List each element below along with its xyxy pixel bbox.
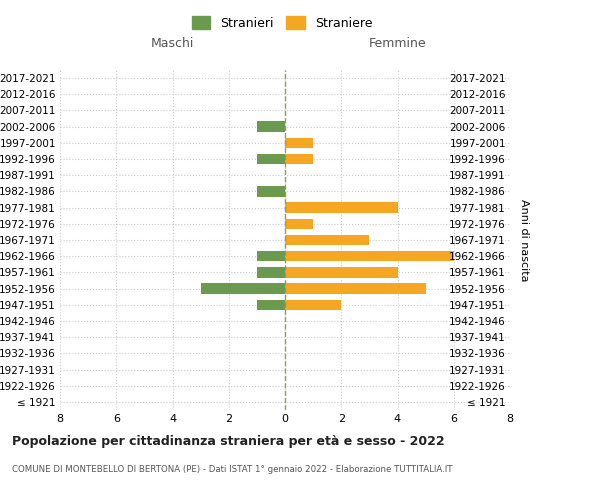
Legend: Stranieri, Straniere: Stranieri, Straniere <box>187 11 377 35</box>
Bar <box>257 154 285 164</box>
Bar <box>285 234 370 246</box>
Bar <box>285 267 398 278</box>
Bar <box>285 138 313 148</box>
Bar <box>200 284 285 294</box>
Bar <box>257 186 285 196</box>
Bar <box>285 284 425 294</box>
Bar <box>285 154 313 164</box>
Bar <box>285 251 454 262</box>
Text: COMUNE DI MONTEBELLO DI BERTONA (PE) - Dati ISTAT 1° gennaio 2022 - Elaborazione: COMUNE DI MONTEBELLO DI BERTONA (PE) - D… <box>12 465 452 474</box>
Text: Femmine: Femmine <box>368 37 427 50</box>
Bar <box>285 218 313 229</box>
Bar <box>257 267 285 278</box>
Bar <box>257 300 285 310</box>
Bar <box>257 122 285 132</box>
Text: Maschi: Maschi <box>151 37 194 50</box>
Bar <box>257 251 285 262</box>
Y-axis label: Anni di nascita: Anni di nascita <box>520 198 529 281</box>
Bar <box>285 202 398 213</box>
Text: Popolazione per cittadinanza straniera per età e sesso - 2022: Popolazione per cittadinanza straniera p… <box>12 435 445 448</box>
Bar <box>285 300 341 310</box>
